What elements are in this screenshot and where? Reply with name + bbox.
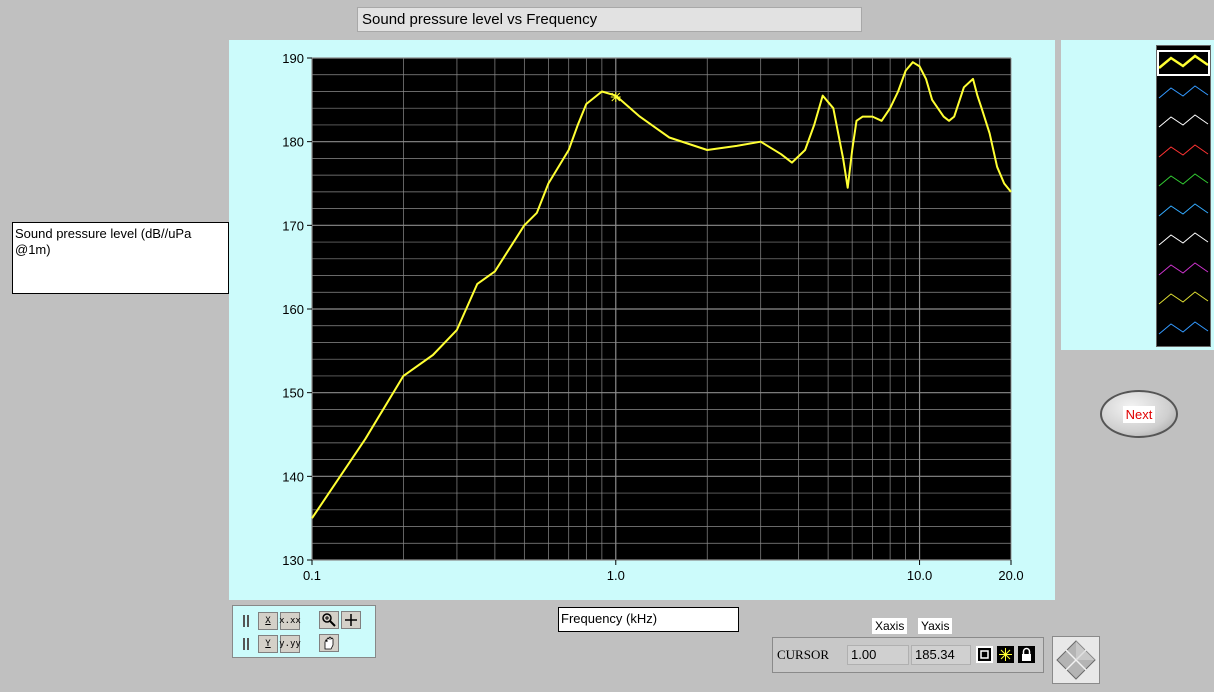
x-autoscale-label: X xyxy=(265,616,271,626)
cursor-move-diamond-icon[interactable] xyxy=(1052,636,1100,684)
legend-plot-7[interactable] xyxy=(1157,227,1210,253)
y-tick-label: 130 xyxy=(282,553,304,568)
chart-title: Sound pressure level vs Frequency xyxy=(357,7,862,32)
cursor-y-header: Yaxis xyxy=(918,618,953,634)
y-tick-label: 160 xyxy=(282,302,304,317)
y-autoscale-button[interactable]: Y xyxy=(258,635,278,653)
next-button-label: Next xyxy=(1122,405,1156,423)
graph-palette: X x.xx Y y.yy xyxy=(232,605,376,658)
x-tick-label: 1.0 xyxy=(607,568,625,583)
legend-plot-2[interactable] xyxy=(1157,80,1210,106)
x-format-button[interactable]: x.xx xyxy=(279,612,301,630)
legend-plot-6[interactable] xyxy=(1157,198,1210,224)
y-tick-label: 140 xyxy=(282,469,304,484)
y-tick-label: 150 xyxy=(282,386,304,401)
graph-panel: 130 140 150 160 170 180 190 0.1 1.0 10.0 20.0 xyxy=(229,40,1055,600)
x-axis-label: Frequency (kHz) xyxy=(558,607,739,632)
cursor-style-icon[interactable] xyxy=(976,646,993,663)
cursor-name[interactable]: CURSOR xyxy=(777,647,830,662)
pan-hand-icon[interactable] xyxy=(319,634,339,652)
cursor-x-header: Xaxis xyxy=(872,618,908,634)
cursor-point-style-icon[interactable] xyxy=(997,646,1014,663)
legend-plot-9[interactable] xyxy=(1157,286,1210,312)
y-tick-label: 190 xyxy=(282,51,304,66)
x-tick-label: 20.0 xyxy=(998,568,1023,583)
y-tick-label: 180 xyxy=(282,135,304,150)
y-format-label: y.yy xyxy=(279,639,301,649)
next-button[interactable]: Next xyxy=(1100,390,1178,438)
cursor-legend: CURSOR 1.00 185.34 xyxy=(772,637,1044,673)
legend-plot-4[interactable] xyxy=(1157,139,1210,165)
y-lock-icon[interactable] xyxy=(237,635,257,653)
x-format-label: x.xx xyxy=(279,616,301,626)
y-autoscale-label: Y xyxy=(265,639,271,649)
y-tick-label: 170 xyxy=(282,218,304,233)
legend-plot-3[interactable] xyxy=(1157,109,1210,135)
legend-plot-8[interactable] xyxy=(1157,257,1210,283)
x-tick-label: 10.0 xyxy=(907,568,932,583)
x-lock-icon[interactable] xyxy=(237,612,257,630)
y-format-button[interactable]: y.yy xyxy=(279,635,301,653)
cursor-y-value: 185.34 xyxy=(911,645,971,665)
legend-plot-5[interactable] xyxy=(1157,168,1210,194)
spl-trace xyxy=(311,61,1012,519)
cursor-x-value: 1.00 xyxy=(847,645,909,665)
plot-legend[interactable] xyxy=(1156,45,1211,347)
zoom-icon[interactable] xyxy=(319,611,339,629)
legend-plot-1[interactable] xyxy=(1157,50,1210,76)
cursor-lock-icon[interactable] xyxy=(1018,646,1035,663)
x-tick-label: 0.1 xyxy=(303,568,321,583)
legend-plot-10[interactable] xyxy=(1157,316,1210,342)
y-axis-label: Sound pressure level (dB//uPa @1m) xyxy=(12,222,229,294)
x-autoscale-button[interactable]: X xyxy=(258,612,278,630)
plot-legend-panel xyxy=(1061,40,1214,350)
cursor-marker[interactable] xyxy=(610,91,621,102)
crosshair-icon[interactable] xyxy=(341,611,361,629)
waveform-graph[interactable]: 130 140 150 160 170 180 190 0.1 1.0 10.0 20.0 xyxy=(229,40,1055,600)
